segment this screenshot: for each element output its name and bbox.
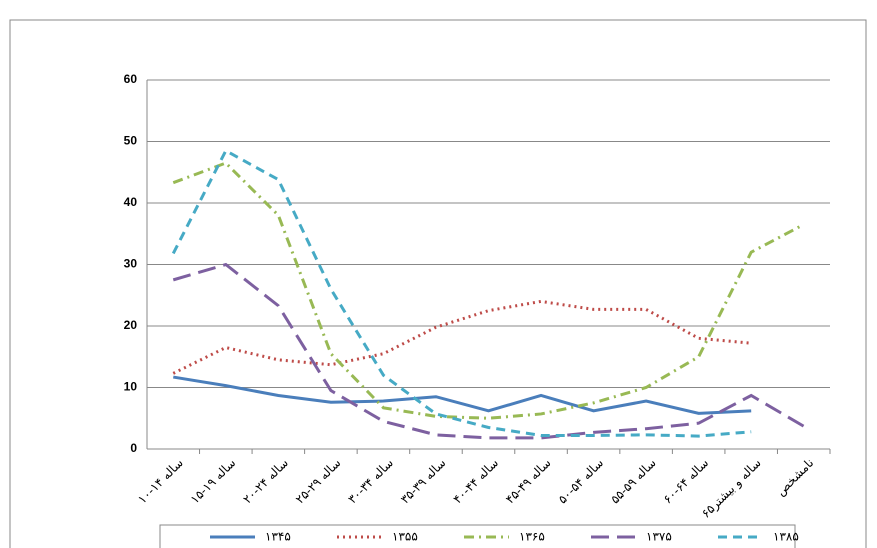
legend-label: ۱۳۴۵ bbox=[265, 530, 291, 544]
y-tick-label: 40 bbox=[124, 195, 138, 209]
series-line bbox=[172, 161, 805, 420]
legend-box bbox=[159, 524, 796, 548]
x-tick-label: ۲۰-۲۴ ساله bbox=[240, 456, 291, 507]
x-tick-label: ۱۵-۱۹ ساله bbox=[188, 456, 239, 507]
series-line bbox=[172, 299, 752, 375]
x-tick-label: نامشخص bbox=[773, 456, 817, 500]
y-tick-label: 0 bbox=[130, 441, 137, 455]
y-tick-label: 20 bbox=[124, 318, 138, 332]
x-tick-label: ۴۵-۴۹ ساله bbox=[503, 456, 554, 507]
chart-frame bbox=[9, 19, 867, 548]
x-tick-label: ۵۰-۵۴ ساله bbox=[555, 456, 606, 507]
x-tick-label: ۱۰-۱۴ ساله bbox=[135, 456, 186, 507]
series-line bbox=[173, 375, 752, 415]
legend-label: ۱۳۸۵ bbox=[773, 530, 799, 544]
legend-label: ۱۳۷۵ bbox=[646, 530, 672, 544]
y-tick-label: 50 bbox=[124, 134, 138, 148]
x-tick-label: ۲۵-۲۹ ساله bbox=[293, 456, 344, 507]
legend-label: ۱۳۵۵ bbox=[392, 530, 418, 544]
x-tick-label: ۳۵-۳۹ ساله bbox=[398, 456, 449, 507]
series-line bbox=[172, 262, 805, 440]
y-tick-label: 60 bbox=[124, 72, 138, 86]
x-tick-label: ۶۰-۶۴ ساله bbox=[661, 456, 712, 507]
legend-label: ۱۳۶۵ bbox=[519, 530, 545, 544]
x-tick-label: ۴۰-۴۴ ساله bbox=[450, 456, 501, 507]
y-tick-label: 10 bbox=[124, 380, 138, 394]
y-tick-label: 30 bbox=[124, 257, 138, 271]
x-tick-label: ۳۰-۳۴ ساله bbox=[345, 456, 396, 507]
series-line bbox=[171, 148, 752, 438]
x-tick-label: ۵۵-۵۹ ساله bbox=[608, 456, 659, 507]
